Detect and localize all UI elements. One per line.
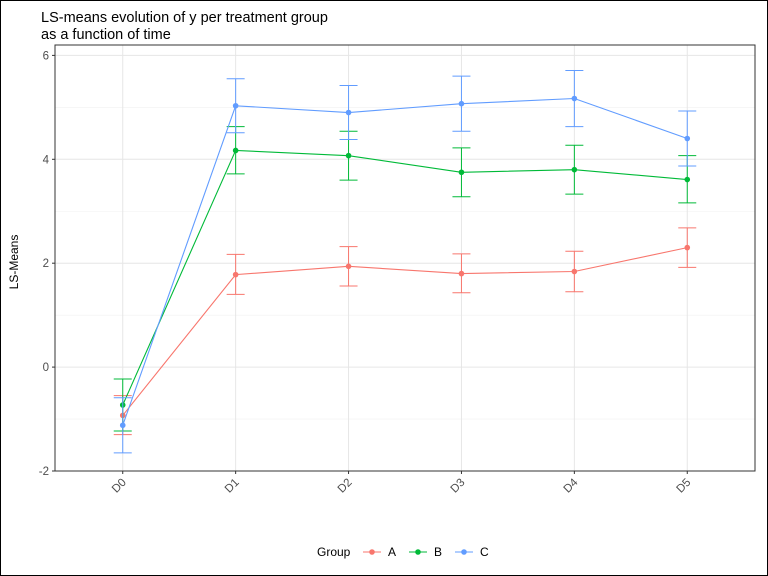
legend: Group A B C xyxy=(317,545,489,559)
x-axis-ticks: D0 D1 D2 D3 D4 D5 xyxy=(110,471,693,496)
data-point xyxy=(684,135,691,142)
data-point xyxy=(345,152,352,159)
data-point xyxy=(684,176,691,183)
data-point xyxy=(684,244,691,251)
legend-label: B xyxy=(434,545,442,559)
data-point xyxy=(232,147,239,154)
plot-border-rect xyxy=(54,44,756,472)
x-tick-label: D4 xyxy=(562,476,581,495)
legend-key-C: C xyxy=(455,545,489,559)
data-point xyxy=(232,102,239,109)
data-point xyxy=(119,422,126,429)
minor-gridlines xyxy=(55,107,755,420)
data-point xyxy=(345,109,352,116)
data-point xyxy=(458,169,465,176)
x-tick-label: D2 xyxy=(336,477,355,496)
y-axis-ticks: -2 0 2 4 6 xyxy=(39,50,55,478)
x-tick-label: D3 xyxy=(449,477,468,496)
x-tick-label: D0 xyxy=(110,477,129,496)
series-line xyxy=(122,97,688,426)
data-point xyxy=(232,271,239,278)
data-point xyxy=(571,268,578,275)
plot-panel xyxy=(55,45,755,471)
series-line xyxy=(122,247,688,416)
legend-point xyxy=(369,549,375,555)
data-point xyxy=(571,95,578,102)
data-point xyxy=(458,270,465,277)
data-series xyxy=(113,69,697,454)
chart-title: LS-means evolution of y per treatment gr… xyxy=(41,10,328,43)
legend-key-A: A xyxy=(363,545,396,559)
y-tick-label: 0 xyxy=(43,362,49,374)
data-point xyxy=(345,263,352,270)
legend-point xyxy=(461,549,467,555)
y-tick-label: -2 xyxy=(39,466,49,478)
y-tick-label: 4 xyxy=(43,154,50,166)
x-tick-label: D1 xyxy=(223,477,242,496)
y-tick-label: 6 xyxy=(43,50,49,62)
legend-key-B: B xyxy=(409,545,442,559)
data-point xyxy=(458,100,465,107)
y-tick-label: 2 xyxy=(43,258,49,270)
legend-keys: A B C xyxy=(363,545,489,559)
series-line xyxy=(122,149,688,406)
plot-border xyxy=(54,44,756,472)
legend-label: C xyxy=(480,545,489,559)
plot-panel-background xyxy=(55,45,755,471)
data-point xyxy=(571,166,578,173)
legend-point xyxy=(415,549,421,555)
legend-label: A xyxy=(388,545,396,559)
y-axis-label: LS-Means xyxy=(7,235,21,290)
chart-title-line-1: LS-means evolution of y per treatment gr… xyxy=(41,10,328,26)
legend-title: Group xyxy=(317,545,351,559)
chart-title-line-2: as a function of time xyxy=(41,27,171,43)
x-tick-label: D5 xyxy=(674,477,693,496)
series-C xyxy=(113,69,697,454)
